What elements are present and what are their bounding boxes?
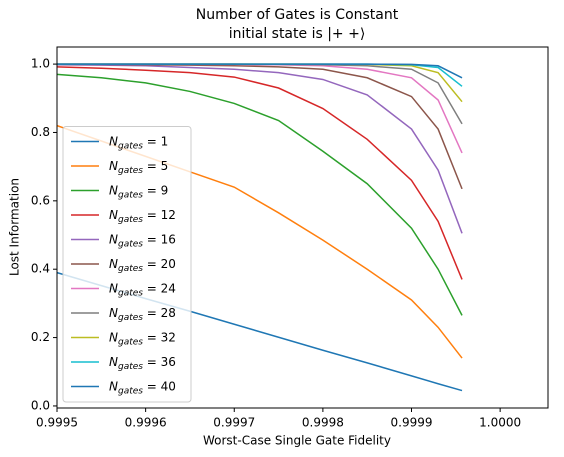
legend-n: N	[109, 159, 118, 173]
legend-sub: gates	[118, 190, 143, 200]
legend-n: N	[109, 379, 118, 393]
y-tick-label: 1.0	[31, 57, 50, 71]
legend-rest: = 1	[143, 134, 168, 148]
legend-label: Ngates = 36	[109, 355, 176, 372]
x-tick-label: 0.9997	[213, 416, 255, 430]
legend-box	[62, 126, 192, 403]
legend-sub: gates	[118, 386, 143, 396]
y-tick-label: 0.6	[31, 193, 50, 207]
legend-rest: = 16	[143, 232, 176, 246]
series-line	[57, 63, 463, 125]
legend-sub: gates	[118, 362, 143, 372]
legend-n: N	[109, 306, 118, 320]
series-line	[56, 66, 463, 280]
legend-n: N	[109, 257, 118, 271]
legend-label: Ngates = 28	[109, 306, 176, 323]
legend-sub: gates	[118, 166, 143, 176]
x-tick-label: 0.9998	[302, 416, 344, 430]
x-tick-label: 0.9996	[125, 416, 167, 430]
legend-n: N	[109, 330, 118, 344]
legend-n: N	[109, 232, 118, 246]
legend-rest: = 40	[143, 379, 176, 393]
legend-sub: gates	[118, 264, 143, 274]
legend-rest: = 20	[143, 257, 176, 271]
legend-rest: = 28	[143, 306, 176, 320]
legend-label: Ngates = 9	[109, 183, 168, 200]
series-line	[56, 73, 463, 316]
x-tick-label: 0.9999	[391, 416, 433, 430]
legend-sub: gates	[118, 215, 143, 225]
y-tick-label: 0.4	[31, 262, 50, 276]
legend-sub: gates	[118, 239, 143, 249]
legend-rest: = 12	[143, 208, 176, 222]
legend-rest: = 9	[143, 183, 168, 197]
legend-n: N	[109, 183, 118, 197]
legend-n: N	[109, 208, 118, 222]
series-line	[56, 64, 463, 234]
legend-label: Ngates = 1	[109, 134, 168, 151]
legend-n: N	[109, 134, 118, 148]
legend-rest: = 24	[143, 281, 176, 295]
x-axis-label: Worst-Case Single Gate Fidelity	[203, 434, 391, 448]
legend-label: Ngates = 5	[109, 159, 168, 176]
legend-sub: gates	[118, 313, 143, 323]
legend-label: Ngates = 24	[109, 281, 176, 298]
legend-n: N	[109, 355, 118, 369]
legend-label: Ngates = 12	[109, 208, 176, 225]
legend-rest: = 5	[143, 159, 168, 173]
plot-frame	[56, 46, 549, 409]
legend-label: Ngates = 32	[109, 330, 176, 347]
y-tick-label: 0.8	[31, 125, 50, 139]
legend-sub: gates	[118, 288, 143, 298]
legend-sub: gates	[118, 337, 143, 347]
y-tick-label: 0.2	[31, 330, 50, 344]
chart-title: Number of Gates is Constant	[196, 7, 399, 23]
legend-label: Ngates = 40	[109, 379, 176, 396]
legend-rest: = 32	[143, 330, 176, 344]
legend-rest: = 36	[143, 355, 176, 369]
legend-label: Ngates = 16	[109, 232, 176, 249]
legend-label: Ngates = 20	[109, 257, 176, 274]
legend-sub: gates	[118, 141, 143, 151]
chart-subtitle: initial state is |+ +⟩	[229, 26, 366, 42]
x-tick-label: 0.9995	[36, 416, 78, 430]
legend-n: N	[109, 281, 118, 295]
y-axis-label: Lost Information	[8, 178, 22, 276]
series-line	[57, 63, 463, 79]
x-tick-label: 1.0000	[479, 416, 521, 430]
y-tick-label: 0.0	[31, 398, 50, 412]
